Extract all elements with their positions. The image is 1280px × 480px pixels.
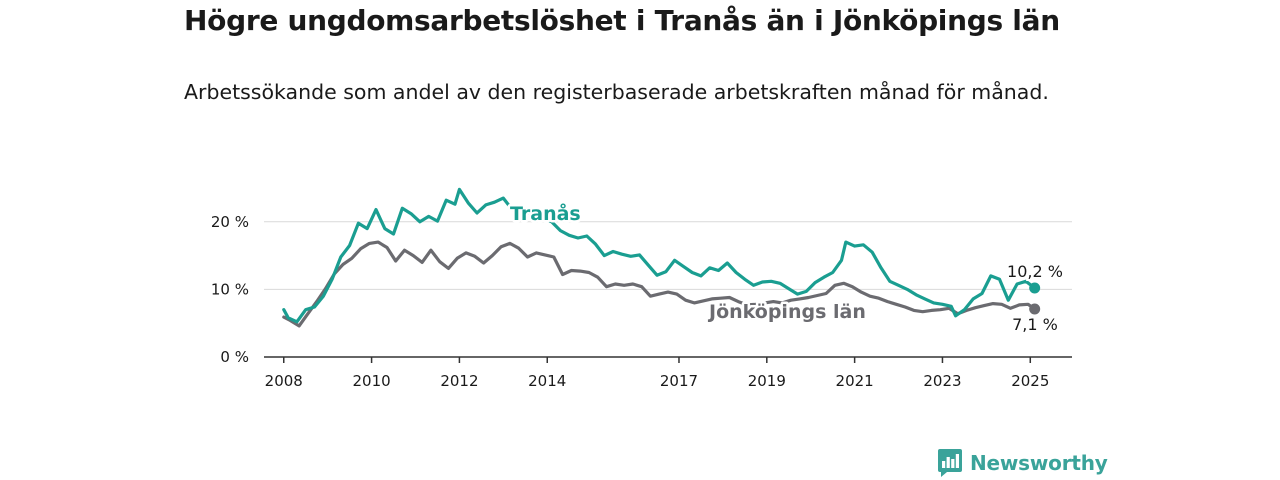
series-line-tranas	[282, 187, 1037, 324]
y-tick-label: 0 %	[220, 348, 249, 366]
y-tick-label: 20 %	[211, 213, 249, 231]
x-tick-label: 2010	[352, 372, 390, 390]
end-label-tranas: 10,2 %	[1007, 262, 1063, 281]
y-tick-label: 10 %	[211, 280, 249, 298]
newsworthy-logo: Newsworthy	[937, 448, 1108, 478]
x-tick-label: 2025	[1011, 372, 1049, 390]
series-line-jonkoping	[282, 240, 1037, 328]
x-tick-label: 2008	[265, 372, 303, 390]
x-tick-label: 2021	[836, 372, 874, 390]
axes: 0 % 10 % 20 % 2008 2010 2012 2014 2017 2019 2021 2…	[211, 213, 1072, 390]
series-labels: Tranås Jönköpings län 10,2 % 7,1 %	[508, 199, 1065, 337]
chart-subtitle: Arbetssökande som andel av den registerb…	[184, 80, 1049, 104]
x-tick-label: 2023	[923, 372, 961, 390]
x-tick-label: 2012	[440, 372, 478, 390]
bar-chart-icon	[938, 449, 962, 477]
series-label-tranas: Tranås	[510, 201, 581, 225]
series-label-jonkoping: Jönköpings län	[707, 301, 866, 323]
brand-name: Newsworthy	[970, 451, 1108, 475]
x-tick-label: 2014	[528, 372, 566, 390]
end-point-tranas	[1029, 282, 1041, 294]
chart-title: Högre ungdomsarbetslöshet i Tranås än i …	[184, 4, 1060, 37]
x-tick-label: 2019	[748, 372, 786, 390]
series-lines	[282, 187, 1041, 328]
end-label-jonkoping: 7,1 %	[1012, 315, 1058, 334]
end-point-jonkoping	[1029, 303, 1041, 315]
x-tick-label: 2017	[660, 372, 698, 390]
gridlines	[264, 221, 1072, 290]
